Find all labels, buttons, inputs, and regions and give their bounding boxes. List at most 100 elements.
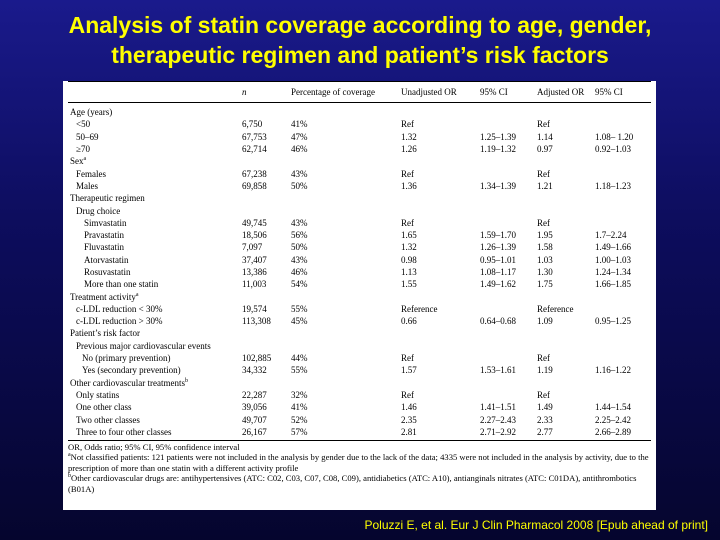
cell-n <box>240 290 289 302</box>
cell-label: Patient’s risk factor <box>68 327 240 339</box>
cell-pct: 43% <box>291 168 308 179</box>
cell-label: Simvastatin <box>68 217 240 229</box>
cell-uci <box>478 155 535 167</box>
cell-label: Other cardiovascular treatmentsb <box>68 377 240 389</box>
cell-n: 67,753 <box>242 131 267 142</box>
cell-aci: 1.16–1.22 <box>595 365 631 376</box>
cell-n: 102,885 <box>242 353 272 364</box>
cell-label: Sexa <box>68 155 240 167</box>
cell-uor: 1.32 <box>401 131 417 142</box>
cell-aor <box>535 204 593 216</box>
row-label: Only statins <box>76 389 120 400</box>
cell-label: Only statins <box>68 389 240 401</box>
cell-pct: 32% <box>291 389 308 400</box>
cell-uci <box>478 290 535 302</box>
statin-coverage-table: n Percentage of coverage Unadjusted OR 9… <box>68 81 651 438</box>
cell-n <box>240 340 289 352</box>
table-row: Sexa <box>68 155 651 167</box>
cell-aci <box>593 155 651 167</box>
cell-aor: 1.09 <box>537 316 553 327</box>
cell-n: 113,308 <box>242 316 271 327</box>
cell-aci: 1.66–1.85 <box>595 279 631 290</box>
footnote-a: aNot classified patients: 121 patients w… <box>68 452 651 473</box>
cell-aor: Ref <box>537 168 550 179</box>
cell-aci <box>593 352 651 364</box>
cell-uci <box>478 118 535 130</box>
cell-uci <box>478 192 535 204</box>
cell-aci: 0.92–1.03 <box>595 144 631 155</box>
cell-aor: 1.95 <box>537 230 553 241</box>
cell-pct: 43% <box>291 254 308 265</box>
cell-uci: 0.64–0.68 <box>480 316 516 327</box>
row-label: ≥70 <box>76 144 90 155</box>
cell-uor: Ref <box>401 217 414 228</box>
cell-label: Males <box>68 180 240 192</box>
cell-uor <box>399 327 478 339</box>
cell-aor: 0.97 <box>537 144 553 155</box>
cell-n <box>240 155 289 167</box>
cell-aci <box>593 167 651 179</box>
cell-uor <box>399 155 478 167</box>
cell-uor <box>399 103 478 119</box>
cell-aor: Reference <box>537 303 574 314</box>
footnote-marker: a <box>135 291 139 298</box>
cell-uor: 1.26 <box>401 144 417 155</box>
cell-uor: 1.13 <box>401 267 417 277</box>
cell-uor: 1.36 <box>401 180 417 191</box>
cell-label: Age (years) <box>68 103 240 119</box>
table-panel: n Percentage of coverage Unadjusted OR 9… <box>63 81 656 510</box>
cell-pct: 50% <box>291 242 308 253</box>
cell-pct: 45% <box>291 316 308 327</box>
row-label: Pravastatin <box>84 230 124 241</box>
cell-uor: Ref <box>401 168 414 179</box>
cell-aor: 1.21 <box>537 180 553 191</box>
cell-aor: 2.33 <box>537 414 553 425</box>
header-row: n Percentage of coverage Unadjusted OR 9… <box>68 81 651 103</box>
cell-uor: 1.65 <box>401 230 417 241</box>
table-row: No (primary prevention) 102,885 44% Ref Ref <box>68 352 651 364</box>
table-row: Fluvastatin 7,097 50% 1.32 1.26–1.39 1.58 1.49… <box>68 241 651 253</box>
cell-label: Rosuvastatin <box>68 266 240 278</box>
cell-uor: 1.46 <box>401 402 417 413</box>
cell-aor <box>535 327 593 339</box>
cell-n: 49,745 <box>242 217 267 228</box>
title-line-2: therapeutic regimen and patient’s risk f… <box>111 42 609 68</box>
cell-uor: 0.98 <box>401 254 417 265</box>
cell-n: 37,407 <box>242 254 267 265</box>
cell-uci: 1.25–1.39 <box>480 131 516 142</box>
cell-pct: 44% <box>291 353 308 364</box>
cell-aci <box>593 377 651 389</box>
cell-aci <box>593 217 651 229</box>
cell-pct <box>289 192 399 204</box>
cell-uor <box>399 204 478 216</box>
cell-label: No (primary prevention) <box>68 352 240 364</box>
cell-n <box>240 327 289 339</box>
cell-n: 6,750 <box>242 119 263 130</box>
cell-uci: 0.95–1.01 <box>480 254 516 265</box>
table-row: Other cardiovascular treatmentsb <box>68 377 651 389</box>
cell-uci: 1.41–1.51 <box>480 402 516 413</box>
cell-label: One other class <box>68 401 240 413</box>
cell-pct: 47% <box>291 131 308 142</box>
row-label: Previous major cardiovascular events <box>76 340 211 351</box>
cell-label: <50 <box>68 118 240 130</box>
cell-n: 62,714 <box>242 144 267 155</box>
footnote-marker: b <box>184 377 188 384</box>
citation: Poluzzi E, et al. Eur J Clin Pharmacol 2… <box>364 518 708 532</box>
cell-n: 67,238 <box>242 168 267 179</box>
cell-pct: 41% <box>291 119 308 130</box>
cell-aor <box>535 103 593 119</box>
footnote-abbrev: OR, Odds ratio; 95% CI, 95% confidence i… <box>68 442 240 453</box>
cell-pct: 50% <box>291 180 308 191</box>
cell-label: Two other classes <box>68 413 240 425</box>
row-label: One other class <box>76 402 132 413</box>
cell-label: Atorvastatin <box>68 254 240 266</box>
cell-aci: 1.00–1.03 <box>595 254 631 265</box>
table-row: Rosuvastatin 13,386 46% 1.13 1.08–1.17 1.30 1.… <box>68 266 651 278</box>
table-row: Pravastatin 18,506 56% 1.65 1.59–1.70 1.95 1.7… <box>68 229 651 241</box>
cell-aor: Ref <box>537 353 550 364</box>
row-label: Therapeutic regimen <box>70 193 145 204</box>
cell-uci: 1.08–1.17 <box>480 267 516 277</box>
cell-label: Females <box>68 167 240 179</box>
cell-uor <box>399 377 478 389</box>
